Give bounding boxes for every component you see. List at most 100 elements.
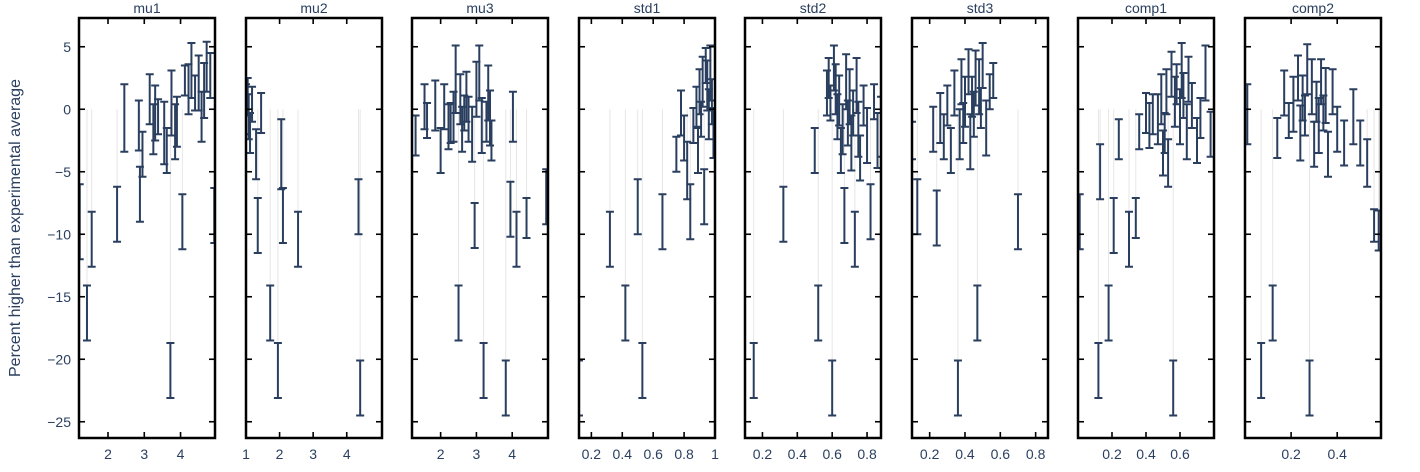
panel-title: std2 — [800, 0, 827, 16]
x-tick-label: 1 — [242, 446, 250, 462]
error-bar — [686, 183, 695, 241]
error-bar — [454, 284, 463, 342]
panel-std3: std3 0.2 0.4 0.6 0.8 — [910, 0, 1050, 462]
panel-title: std1 — [634, 0, 661, 16]
error-bar — [162, 127, 171, 174]
y-tick-label: −20 — [47, 351, 71, 367]
error-bar — [154, 98, 163, 136]
x-tick-label: 0.2 — [1102, 446, 1122, 462]
x-tick-label: 3 — [140, 446, 148, 462]
error-bar — [1284, 102, 1293, 139]
error-bar — [814, 284, 823, 342]
panel-comp2: comp2 0.2 0.4 — [1243, 0, 1383, 462]
error-bar — [749, 342, 758, 399]
error-bar — [278, 187, 287, 244]
error-bar — [252, 128, 261, 181]
x-tick-label: 2 — [104, 446, 112, 462]
error-bars — [1078, 42, 1214, 417]
error-bar — [1182, 103, 1191, 161]
error-bar — [206, 52, 215, 99]
error-bar — [1321, 67, 1330, 124]
error-bar — [1164, 138, 1173, 188]
error-bar — [1294, 54, 1303, 102]
error-bar — [1305, 359, 1314, 417]
error-bar — [479, 342, 488, 399]
x-tick-label: 4 — [343, 446, 351, 462]
error-bar — [82, 284, 91, 342]
panel-mu2: mu2 1 2 3 4 — [242, 0, 384, 462]
error-bar — [512, 210, 521, 268]
error-bar — [1196, 97, 1205, 139]
error-bar — [1280, 69, 1289, 117]
panel-frame — [77, 16, 217, 440]
error-bar — [989, 62, 998, 99]
error-bar — [1323, 130, 1332, 178]
error-bar — [87, 210, 96, 268]
error-bar — [508, 90, 517, 143]
error-bar — [1109, 197, 1118, 254]
error-bar — [1300, 94, 1309, 137]
panel-frame — [743, 16, 883, 440]
error-bar — [672, 135, 681, 173]
panel-mu1: mu1 5 0 −5 −10 −15 −20 −25 2 3 4 — [47, 0, 217, 462]
error-bar — [1013, 193, 1022, 251]
x-tick-label: 3 — [473, 446, 481, 462]
error-bar — [1096, 143, 1105, 201]
y-tick-label: 0 — [63, 101, 71, 117]
error-bar — [1356, 119, 1365, 167]
error-bar — [946, 127, 955, 174]
error-bar — [470, 202, 479, 249]
x-tick-label: 2 — [437, 446, 445, 462]
error-bars — [749, 44, 881, 417]
error-bar — [354, 178, 363, 236]
y-tick-label: −5 — [55, 164, 71, 180]
error-bar — [929, 105, 938, 153]
error-bar — [850, 210, 859, 268]
error-bar — [431, 79, 440, 132]
x-tick-label: 3 — [309, 446, 317, 462]
error-bar — [273, 342, 282, 399]
panel-frame — [244, 16, 384, 440]
error-bar — [950, 69, 959, 117]
x-tick-label: 0.6 — [1170, 446, 1190, 462]
error-bar — [1268, 284, 1277, 342]
error-bar — [638, 342, 647, 399]
error-bar — [440, 83, 449, 131]
error-bar — [120, 83, 129, 153]
panel-title: mu3 — [466, 0, 493, 16]
y-tick-label: −25 — [47, 414, 71, 430]
error-bar — [824, 57, 833, 99]
error-bar — [621, 284, 630, 342]
panel-title: comp2 — [1292, 0, 1334, 16]
error-bar — [633, 178, 642, 236]
error-bar — [1135, 113, 1144, 151]
error-bar — [1303, 43, 1312, 96]
error-bar — [277, 118, 286, 191]
error-bar — [579, 359, 583, 417]
x-tick-label: 0.6 — [643, 446, 663, 462]
x-tick-label: 0.4 — [788, 446, 808, 462]
x-tick-label: 0.2 — [920, 446, 940, 462]
y-tick-label: −10 — [47, 226, 71, 242]
error-bar — [709, 107, 715, 159]
error-bar — [943, 84, 952, 127]
error-bar — [178, 193, 187, 251]
error-bar — [522, 197, 531, 239]
panel-frame — [577, 16, 717, 440]
error-bar — [1310, 120, 1319, 168]
x-tick-label: 0.2 — [753, 446, 773, 462]
x-tick-label: 0.2 — [582, 446, 602, 462]
x-tick-label: 0.8 — [857, 446, 877, 462]
error-bar — [1104, 284, 1113, 342]
error-bar — [1125, 210, 1133, 268]
error-bars — [912, 42, 1022, 417]
error-bar — [866, 183, 875, 241]
x-tick-label: 0.4 — [1136, 446, 1156, 462]
panel-title: std3 — [967, 0, 994, 16]
error-bar — [700, 168, 709, 226]
x-tick-label: 0.2 — [1281, 446, 1301, 462]
error-bar — [356, 359, 365, 417]
x-tick-label: 0.8 — [1026, 446, 1046, 462]
panel-std2: std2 0.2 0.4 0.6 0.8 — [743, 0, 883, 462]
